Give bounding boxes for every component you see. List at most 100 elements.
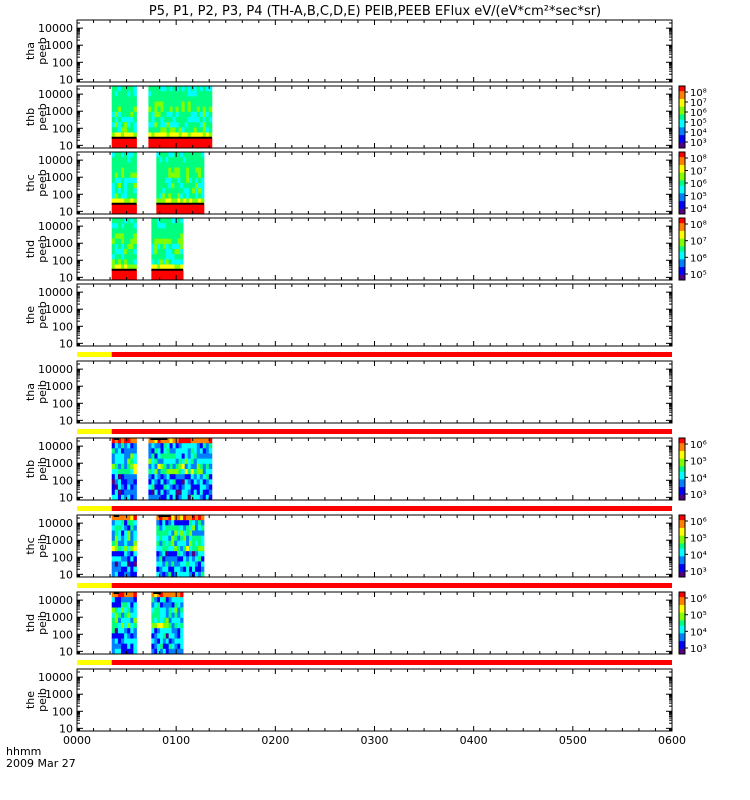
spectrogram-cell [186,167,190,174]
colorbar-frame [678,514,686,578]
spectrogram-cell [186,556,190,562]
spectrogram-cell [190,132,195,139]
spectrogram-cell [124,274,128,281]
spectrogram-cell [193,96,198,102]
spectrogram-cell [154,122,158,128]
spectrogram-cell [114,142,119,149]
spectrogram-cell [151,228,155,234]
spectrogram-cell [174,612,178,619]
spectrogram-cell [208,101,213,108]
spectrogram-cell [130,540,134,547]
spectrogram-cell [160,638,164,645]
spectrogram-cell [169,96,173,102]
spectrogram-cell [171,228,175,234]
spectrogram-cell [162,551,166,557]
spectrogram-cell [172,448,176,454]
spectrogram-cell [117,474,122,480]
spectrogram-cell [111,489,116,496]
spectrogram-cell [200,157,205,163]
spectrogram-cell [162,198,166,205]
spectrogram-cell [127,101,131,108]
spectrogram-cell [154,484,158,491]
spectrogram-cell [174,643,178,650]
spectrogram-cell [174,535,178,542]
spectrogram-cell [172,137,176,144]
spectrogram-cell [177,193,181,199]
spectrogram-cell [162,566,166,573]
spectrogram-cell [159,515,163,521]
spectrogram-cell [114,122,119,128]
spectrogram-cell [197,561,202,568]
colorbar-label: 10⁴ [690,550,707,561]
spectrogram-cell [160,602,164,608]
colorbar-label: 10⁷ [690,98,707,109]
y-tick-label: 1000 [45,534,73,547]
colorbar-cell [679,109,685,113]
spectrogram-cell [172,453,176,460]
spectrogram-cell [168,515,172,521]
spectrogram-cell [195,520,199,526]
spectrogram-cell [174,540,178,547]
spectrogram-cell [130,91,134,97]
spectrogram-cell [117,167,122,174]
spectrogram-cell [165,546,169,552]
y-tick-label: 100 [52,320,73,333]
colorbar-cell [679,566,685,570]
spectrogram-cell [157,269,161,276]
spectrogram-cell [117,448,122,454]
spectrogram-cell [111,484,116,491]
spectrogram-cell [193,438,198,444]
spectrogram-cell [180,183,184,189]
spectrogram-cell [197,183,202,189]
spectrogram-cell [114,453,119,460]
colorbar-cell [679,492,685,496]
spectrogram-cell [184,438,189,444]
spectrogram-cell [192,172,196,179]
spectrogram-cell [157,628,161,634]
spectrogram-cell [111,623,116,629]
spectrogram-cell [124,479,128,485]
spectrogram-cell [200,515,205,521]
spectrogram-cell [151,448,155,454]
spectrogram-cell [172,127,176,133]
spectrogram-cell [205,137,210,144]
spectrogram-cell [130,525,134,531]
spectrogram-cell [127,172,131,179]
spectrogram-cell [178,458,183,465]
spectrogram-cell [180,218,184,224]
spectrogram-cell [156,208,160,215]
spectrogram-cell [151,254,155,260]
spectrogram-cell [168,249,172,255]
spectrogram-cell [183,551,187,557]
spectrogram-cell [177,592,181,598]
spectrogram-cell [124,228,128,234]
spectrogram-cell [114,623,119,629]
spectrogram-cell [156,157,160,163]
spectrogram-cell [180,157,184,163]
spectrogram-cell [111,259,116,265]
spectrogram-cell [127,127,131,133]
spectrogram-cell [193,117,198,123]
spectrogram-cell [162,203,166,210]
spectrogram-cell [195,561,199,568]
spectrogram-cell [133,602,137,608]
spectrogram-cell [130,223,134,229]
spectrogram-cell [183,546,187,552]
spectrogram-cell [111,556,116,562]
spectrogram-cell [133,571,137,578]
spectrogram-cell [177,177,181,184]
spectrogram-cell [177,535,181,542]
spectrogram-cell [117,106,122,113]
spectrogram-cell [177,162,181,168]
spectrogram-cell [162,638,167,645]
spectrogram-cell [148,494,152,501]
spectrogram-cell [205,443,210,449]
spectrogram-cell [157,643,161,650]
spectrogram-cell [160,484,164,491]
spectrogram-cell [190,458,195,465]
spectrogram-cell [183,198,187,205]
colorbar-cell [679,269,685,273]
spectrogram-cell [156,177,160,184]
spectrogram-cell [111,167,116,174]
